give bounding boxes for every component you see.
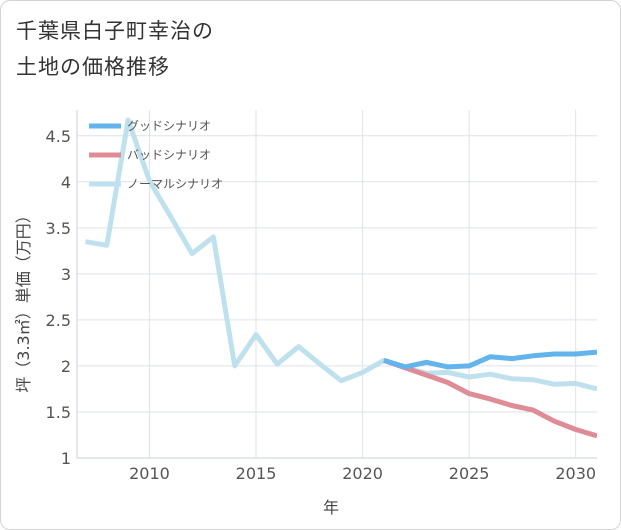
- y-tick-label: 4: [61, 173, 71, 192]
- y-tick-label: 2: [61, 357, 71, 376]
- x-tick-label: 2010: [129, 464, 170, 483]
- chart-title: 千葉県白子町幸治の 土地の価格推移: [16, 13, 336, 85]
- y-tick-label: 4.5: [46, 127, 71, 146]
- axis-ticks: 2010 2015 2020 2025 2030 1 1.5 2 2.5 3 3.5 4 4.5: [46, 127, 597, 483]
- legend-label-1: バッドシナリオ: [127, 148, 211, 162]
- y-axis-title: 坪（3.3㎡）単価（万円）: [14, 207, 33, 392]
- y-tick-label: 2.5: [46, 311, 71, 330]
- x-tick-label: 2020: [342, 464, 383, 483]
- y-tick-label: 3.5: [46, 219, 71, 238]
- y-tick-label: 1: [61, 449, 71, 468]
- series-line-0: [383, 349, 597, 370]
- series-layer: [85, 117, 597, 439]
- chart-title-line-2: 土地の価格推移: [16, 55, 170, 79]
- chart-title-line-1: 千葉県白子町幸治の: [16, 19, 214, 43]
- y-tick-label: 3: [61, 265, 71, 284]
- legend-label-2: ノーマルシナリオ: [127, 177, 223, 191]
- series-line-2: [85, 117, 597, 392]
- legend-label-0: グッドシナリオ: [127, 119, 211, 133]
- x-tick-label: 2030: [555, 464, 596, 483]
- y-tick-label: 1.5: [46, 403, 71, 422]
- grid-lines: [76, 110, 597, 459]
- series-line-1: [383, 358, 597, 439]
- x-tick-label: 2025: [449, 464, 490, 483]
- x-tick-label: 2015: [236, 464, 277, 483]
- x-axis-title: 年: [323, 498, 339, 517]
